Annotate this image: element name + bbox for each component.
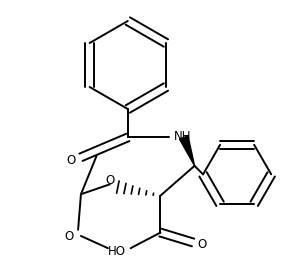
Polygon shape [179, 136, 195, 166]
Text: NH: NH [174, 130, 191, 143]
Text: O: O [105, 174, 114, 187]
Text: O: O [64, 230, 74, 243]
Text: O: O [198, 238, 207, 251]
Text: HO: HO [108, 245, 126, 258]
Text: O: O [66, 154, 76, 167]
